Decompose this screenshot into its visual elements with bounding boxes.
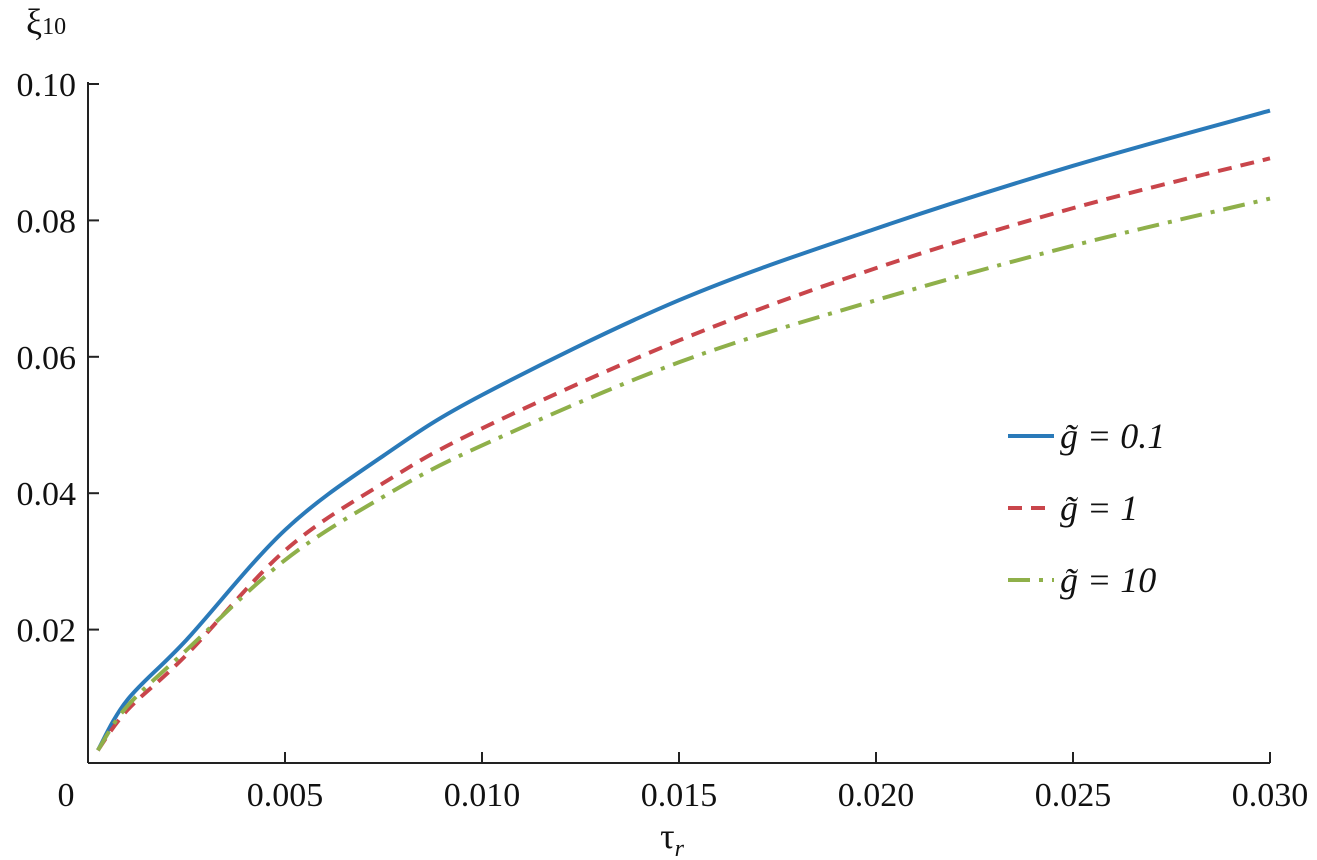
legend-label-2: g̃ = 10 — [1060, 560, 1156, 600]
series-line-0 — [96, 108, 1271, 752]
series-line-1 — [96, 156, 1271, 752]
y-tick-label: 0.04 — [17, 476, 77, 513]
x-tick-label: 0.015 — [641, 777, 718, 814]
series-line-2 — [96, 196, 1271, 752]
y-tick-label: 0.02 — [17, 613, 77, 650]
y-axis-label: ξ10 — [26, 2, 66, 42]
x-tick-label: 0.010 — [444, 777, 521, 814]
x-tick-label: 0.020 — [838, 777, 915, 814]
x-tick-label: 0.025 — [1035, 777, 1112, 814]
x-axis-label: τr — [660, 816, 684, 860]
y-tick-label: 0.10 — [17, 67, 77, 104]
legend-label-1: g̃ = 1 — [1060, 488, 1138, 528]
x-tick-label: 0.005 — [247, 777, 324, 814]
y-tick-label: 0.08 — [17, 203, 77, 240]
y-tick-label: 0.06 — [17, 340, 77, 377]
x-tick-label: 0.030 — [1232, 777, 1309, 814]
legend-label-0: g̃ = 0.1 — [1060, 416, 1165, 456]
x-tick-label: 0 — [58, 777, 75, 814]
